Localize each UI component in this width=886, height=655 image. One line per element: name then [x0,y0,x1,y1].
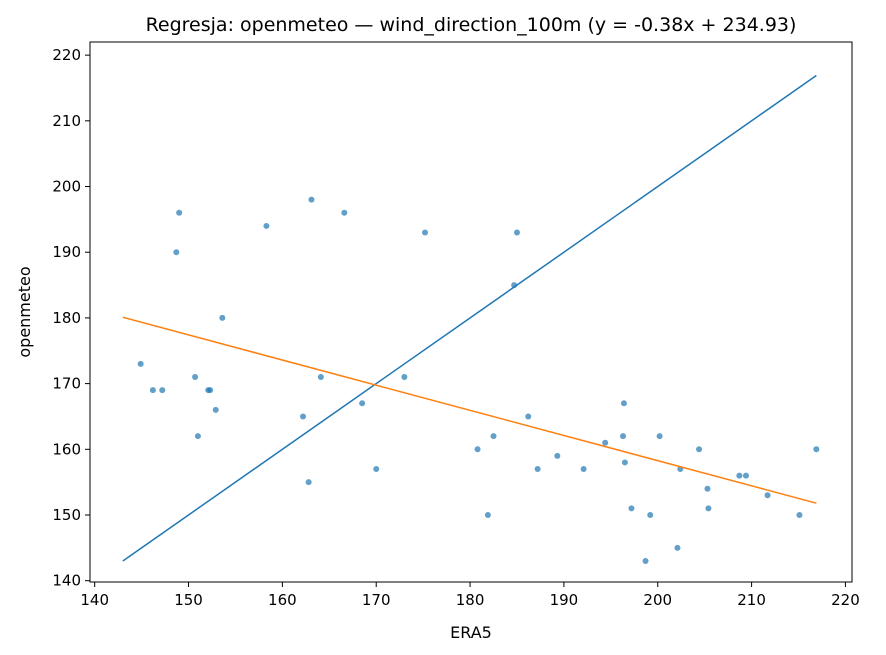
scatter-point [149,387,156,394]
scatter-point [137,360,144,367]
x-tick-label: 180 [456,591,485,609]
scatter-point [422,229,429,236]
scatter-point [300,413,307,420]
x-tick-label: 170 [362,591,391,609]
series-line-1 [122,74,817,562]
scatter-point [474,446,481,453]
scatter-point [642,557,649,564]
y-tick-label: 200 [52,178,81,196]
scatter-point [813,446,820,453]
scatter-point [602,439,609,446]
scatter-point [219,314,226,321]
scatter-point [305,479,312,486]
scatter-point [359,400,366,407]
x-axis: 140 150 160 170 180 190 200 210 220 [80,582,860,609]
scatter-point [341,209,348,216]
x-tick-label: 210 [737,591,766,609]
scatter-point [705,505,712,512]
chart-title: Regresja: openmeteo — wind_direction_100… [146,14,797,36]
y-tick-label: 220 [52,46,81,64]
scatter-point [194,433,201,440]
series-line-2 [122,316,817,504]
scatter-point [674,544,681,551]
scatter-point [525,413,532,420]
x-tick-label: 200 [643,591,672,609]
scatter-point [192,374,199,381]
scatter-point [534,466,541,473]
scatter-point [173,249,180,256]
scatter-point [696,446,703,453]
scatter-point [176,209,183,216]
scatter-point [796,511,803,518]
scatter-point [159,387,166,394]
y-tick-label: 210 [52,112,81,130]
scatter-point [628,505,635,512]
scatter-point [401,374,408,381]
scatter-point [620,400,627,407]
y-axis: 140 150 160 170 180 190 200 210 220 [52,46,90,590]
y-tick-label: 180 [52,309,81,327]
scatter-point [317,374,324,381]
y-axis-label: openmeteo [15,266,34,357]
y-tick-label: 190 [52,243,81,261]
scatter-point [490,433,497,440]
scatter-point [484,511,491,518]
scatter-point [620,433,627,440]
x-tick-label: 160 [268,591,297,609]
x-tick-label: 220 [831,591,860,609]
plot-frame [89,41,853,583]
scatter-point [621,459,628,466]
y-tick-label: 170 [52,375,81,393]
x-tick-label: 190 [550,591,579,609]
scatter-point [373,466,380,473]
scatter-point [207,387,214,394]
scatter-point [647,511,654,518]
plot-area [122,74,820,564]
scatter-point [580,466,587,473]
scatter-point [742,472,749,479]
x-tick-label: 140 [80,591,109,609]
scatter-point [764,492,771,499]
x-axis-label: ERA5 [450,623,492,642]
y-tick-label: 160 [52,440,81,458]
x-tick-label: 150 [174,591,203,609]
scatter-point [656,433,663,440]
y-tick-label: 140 [52,572,81,590]
scatter-point [736,472,743,479]
scatter-point [513,229,520,236]
y-tick-label: 150 [52,506,81,524]
scatter-point [212,406,219,413]
scatter-point [554,452,561,459]
scatter-point [263,222,270,229]
scatter-point [704,485,711,492]
scatter-point [308,196,315,203]
